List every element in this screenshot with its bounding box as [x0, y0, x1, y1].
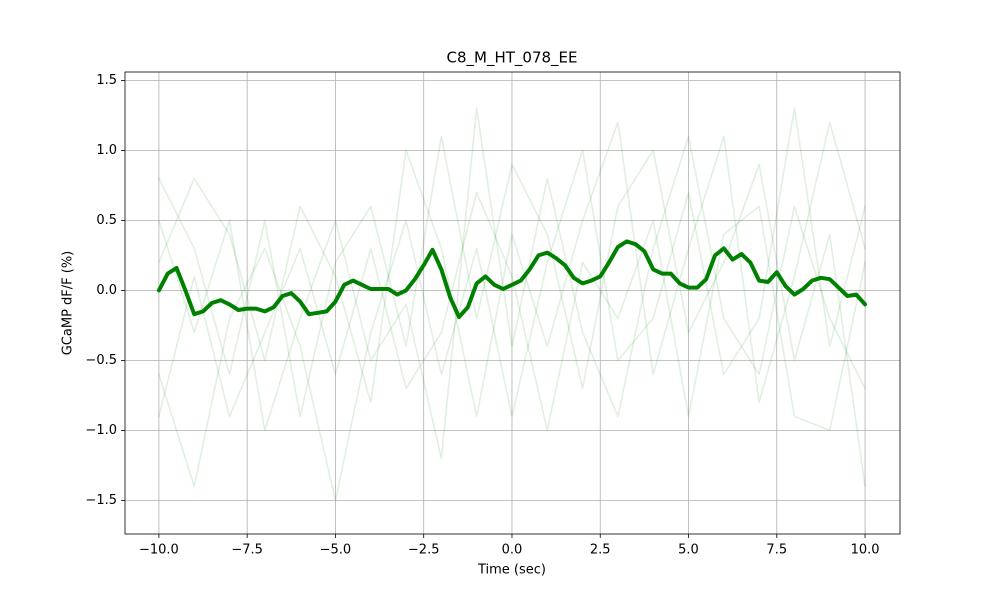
x-tick-label: 0.0 — [502, 543, 523, 558]
trace-line — [156, 239, 868, 319]
x-tick-label: −2.5 — [408, 543, 440, 558]
x-tick-label: 10.0 — [851, 543, 880, 558]
x-tick-label: −5.0 — [320, 543, 352, 558]
y-axis-label: GCaMP dF/F (%) — [61, 251, 76, 356]
chart-title: C8_M_HT_078_EE — [447, 49, 578, 68]
y-tick-label: −0.5 — [85, 353, 117, 368]
y-tick-label: −1.5 — [85, 493, 117, 508]
x-tick-label: −7.5 — [231, 543, 263, 558]
y-tick-label: 0.5 — [96, 213, 117, 228]
trace-line — [158, 107, 866, 502]
y-tick-label: 1.0 — [96, 143, 117, 158]
x-tick-label: −10.0 — [139, 543, 179, 558]
trace-line — [158, 107, 866, 460]
plot-frame — [124, 71, 901, 535]
trace-line — [158, 121, 866, 418]
x-axis-label: Time (sec) — [477, 563, 546, 578]
y-tick-label: 1.5 — [96, 73, 117, 88]
trace-line — [158, 135, 866, 488]
y-tick-label: 0.0 — [96, 283, 117, 298]
x-tick-label: 2.5 — [590, 543, 611, 558]
x-tick-label: 5.0 — [678, 543, 699, 558]
y-tick-label: −1.0 — [85, 423, 117, 438]
x-tick-label: 7.5 — [766, 543, 787, 558]
